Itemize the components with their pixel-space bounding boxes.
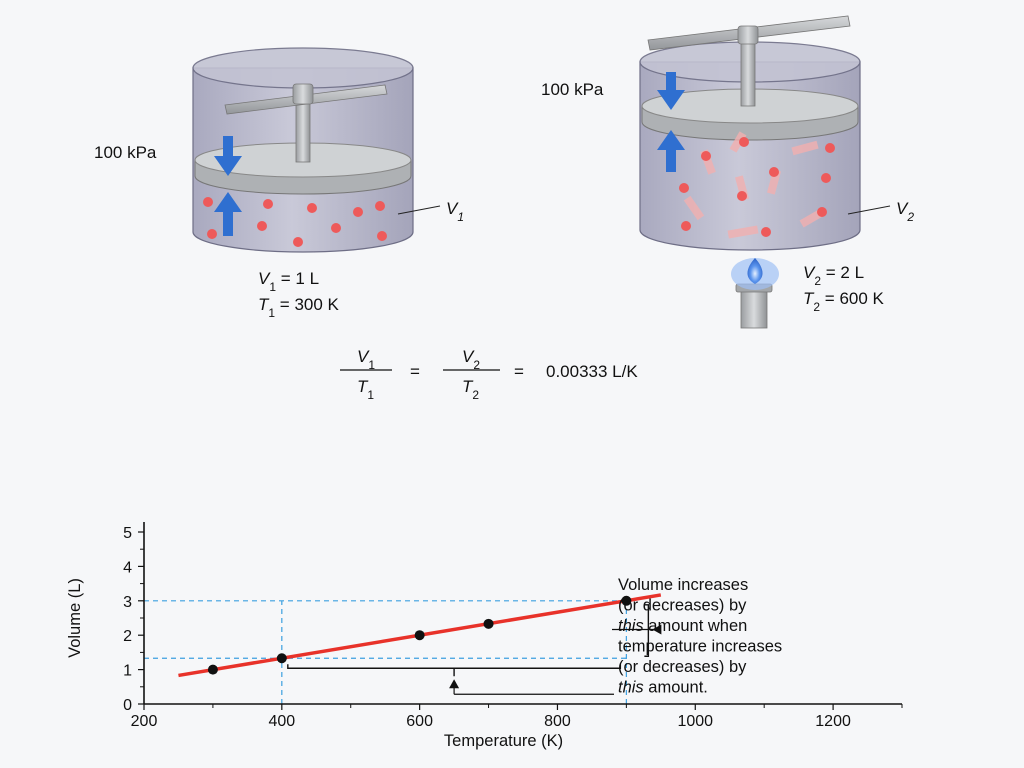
particle [739,137,749,147]
x-tick-label: 1200 [815,713,851,730]
x-tick-label: 200 [131,713,158,730]
particle [207,229,217,239]
particle [679,183,689,193]
y-tick-label: 0 [123,697,132,714]
annotation-line: (or decreases) by [618,597,747,615]
volume-bracket [644,604,650,657]
fraction-2-denominator: T2 [462,377,479,402]
data-point [207,664,218,675]
y-tick-label: 1 [123,663,132,680]
particle [203,197,213,207]
particle [821,173,831,183]
annotation-line: this amount when [618,617,747,635]
right-up-arrow [657,130,685,172]
annotation-line: this amount. [618,679,708,697]
right-pressure-label: 100 kPa [541,80,604,99]
particle-trail [727,225,759,239]
equals-sign-1: = [410,362,420,381]
particle [257,221,267,231]
left-cylinder: V1 100 kPa V1 = 1 L T1 = 300 K [94,47,464,320]
particle-trail [683,195,705,221]
x-tick-label: 800 [544,713,571,730]
chart-axes [143,522,902,705]
guide-lines [144,600,627,704]
right-temperature-equation: T2 = 600 K [803,289,885,314]
fraction-2-numerator: V2 [462,347,480,372]
temperature-arrow-head [449,679,460,689]
particle [737,191,747,201]
annotation-line: Volume increases [618,576,748,594]
left-piston-handle [224,83,388,163]
charles-law-equation: V1 T1 = V2 T2 = 0.00333 L/K [340,347,638,402]
left-up-arrow [214,192,242,236]
left-volume-equation: V1 = 1 L [258,269,319,294]
y-tick-label: 2 [123,628,132,645]
particle [331,223,341,233]
equals-sign-2: = [514,362,524,381]
y-tick-label: 5 [123,525,132,542]
temperature-bracket [287,664,622,669]
burner [731,258,779,329]
left-temperature-equation: T1 = 300 K [258,295,340,320]
particle-trail [729,131,747,153]
right-volume-marker: V2 [896,199,914,224]
data-point [483,618,494,629]
particle-trail [791,140,819,156]
particle [825,143,835,153]
x-axis-label: Temperature (K) [444,732,563,750]
particle [761,227,771,237]
particle [681,221,691,231]
fraction-1-numerator: V1 [357,347,375,372]
right-piston-handle [647,15,851,107]
particle [817,207,827,217]
right-volume-equation: V2 = 2 L [803,263,864,288]
right-cylinder: V2 100 kPa V2 = 2 L T2 = 600 K [541,15,914,329]
volume-temperature-chart: 0 1 2 3 4 5 200 400 600 800 1000 1200 Temperature (… [66,522,903,750]
data-points [207,595,632,675]
fraction-1-denominator: T1 [357,377,374,402]
data-point [414,630,425,641]
right-down-arrow [657,72,685,110]
particle [263,199,273,209]
particle [769,167,779,177]
brackets [287,604,662,695]
particle-trail [767,169,781,195]
x-tick-label: 400 [268,713,295,730]
flame-icon [747,258,763,284]
y-axis-label: Volume (L) [66,578,84,658]
data-point [621,595,632,606]
left-pressure-label: 100 kPa [94,143,157,162]
annotation-line: (or decreases) by [618,658,747,676]
chart-annotation: Volume increases (or decreases) by this am… [618,576,782,697]
chart-ticks: 0 1 2 3 4 5 200 400 600 800 1000 1200 [123,525,903,730]
left-gas-particles [203,197,387,247]
x-tick-label: 1000 [677,713,713,730]
particle [307,203,317,213]
particle [375,201,385,211]
left-down-arrow [214,136,242,176]
y-tick-label: 3 [123,594,132,611]
particle [353,207,363,217]
y-tick-label: 4 [123,559,132,576]
left-volume-marker: V1 [446,199,464,224]
particle [377,231,387,241]
x-tick-label: 600 [406,713,433,730]
particle [293,237,303,247]
particle [701,151,711,161]
annotation-line: temperature increases [618,638,782,656]
equation-result: 0.00333 L/K [546,362,638,381]
data-point [276,653,287,664]
right-gas-particles [679,131,835,239]
